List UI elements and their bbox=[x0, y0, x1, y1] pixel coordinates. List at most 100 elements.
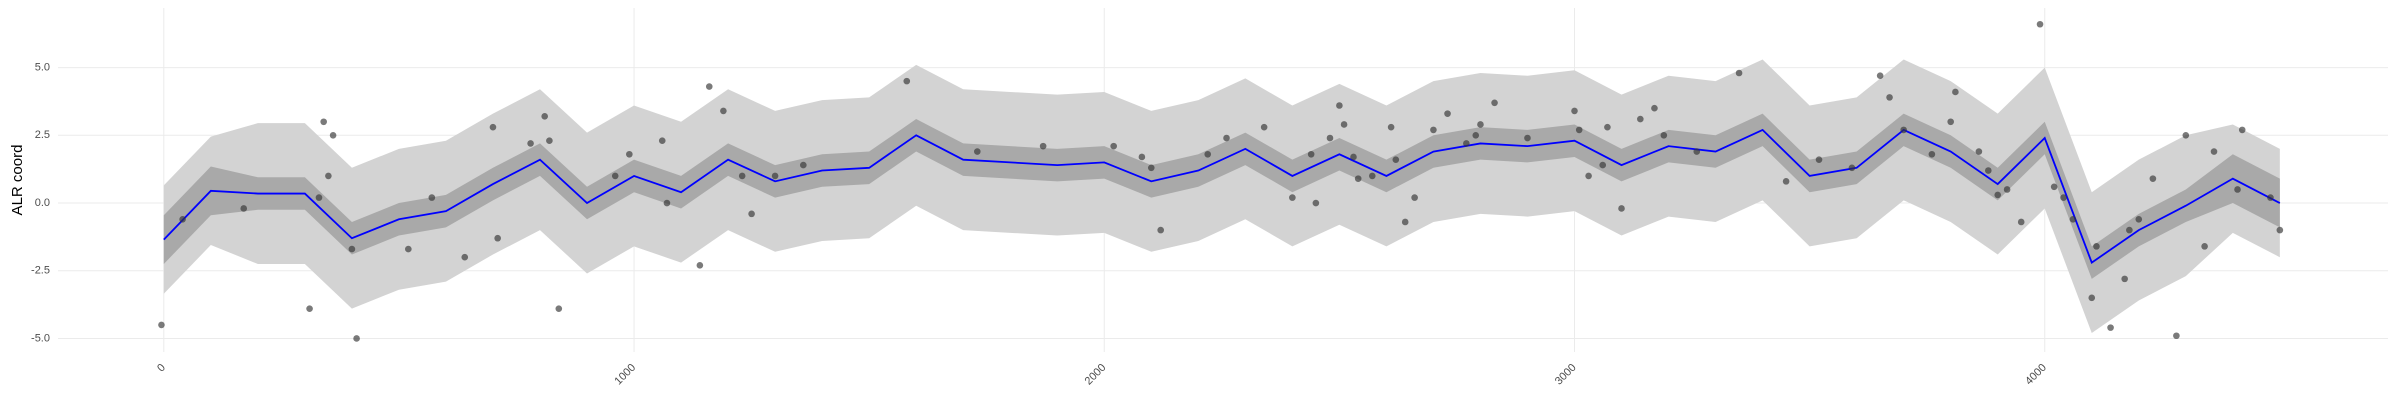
data-point bbox=[2182, 132, 2190, 139]
data-point bbox=[2050, 183, 2058, 191]
data-point bbox=[2126, 226, 2133, 234]
data-point bbox=[325, 172, 332, 180]
data-point bbox=[240, 205, 248, 212]
data-point bbox=[461, 253, 469, 261]
data-point bbox=[555, 305, 563, 312]
data-point bbox=[1599, 161, 1607, 169]
data-point bbox=[1477, 121, 1484, 128]
data-point bbox=[1411, 194, 1418, 201]
y-tick-label: 2.5 bbox=[35, 129, 50, 141]
data-point bbox=[428, 194, 436, 201]
data-point bbox=[1463, 140, 1470, 147]
data-point bbox=[306, 305, 313, 312]
y-tick-label: 0.0 bbox=[35, 197, 50, 209]
data-point bbox=[748, 210, 755, 218]
data-point bbox=[1815, 156, 1823, 163]
data-point bbox=[353, 335, 360, 342]
data-point bbox=[2036, 20, 2044, 28]
x-tick-label: 1000 bbox=[612, 362, 638, 388]
data-point bbox=[329, 132, 337, 139]
data-point bbox=[405, 245, 412, 253]
data-point bbox=[1848, 164, 1856, 172]
data-point bbox=[489, 123, 497, 131]
x-tick-label: 2000 bbox=[1083, 362, 1109, 388]
data-point bbox=[1876, 72, 1884, 80]
data-point bbox=[800, 161, 807, 169]
data-point bbox=[2135, 215, 2143, 223]
data-point bbox=[1392, 156, 1400, 163]
data-point bbox=[1693, 148, 1701, 155]
data-point bbox=[1491, 99, 1498, 107]
data-point bbox=[527, 140, 534, 147]
data-point bbox=[2276, 226, 2284, 234]
data-point bbox=[1782, 178, 1790, 185]
data-point bbox=[1928, 150, 1936, 158]
data-point bbox=[696, 262, 704, 269]
data-point bbox=[315, 194, 323, 201]
data-point bbox=[1585, 172, 1592, 180]
data-point bbox=[1947, 118, 1954, 126]
data-point bbox=[1387, 123, 1395, 131]
data-point bbox=[348, 245, 356, 253]
data-point bbox=[1312, 199, 1320, 207]
data-point bbox=[158, 321, 165, 329]
data-point bbox=[179, 215, 186, 223]
data-point bbox=[1571, 107, 1578, 115]
data-point bbox=[2201, 243, 2208, 250]
data-point bbox=[2060, 194, 2067, 201]
data-point bbox=[1575, 126, 1583, 134]
data-point bbox=[1660, 132, 1668, 139]
x-tick-label: 0 bbox=[155, 362, 168, 375]
data-point bbox=[1985, 167, 1992, 174]
data-point bbox=[1138, 153, 1146, 161]
data-point bbox=[903, 77, 911, 85]
data-point bbox=[1651, 104, 1658, 112]
data-point bbox=[2003, 186, 2011, 193]
data-point bbox=[1147, 164, 1155, 172]
y-axis-label: ALR coord bbox=[9, 145, 26, 216]
y-tick-label: -5.0 bbox=[31, 332, 50, 344]
data-point bbox=[1289, 194, 1296, 201]
data-point bbox=[1952, 88, 1959, 96]
data-point bbox=[2173, 332, 2180, 340]
data-point bbox=[1975, 148, 1983, 155]
data-point bbox=[2238, 126, 2246, 134]
data-point bbox=[2107, 324, 2114, 331]
data-point bbox=[771, 172, 779, 180]
data-point bbox=[1368, 172, 1376, 180]
data-point bbox=[1994, 191, 2002, 199]
data-point bbox=[1326, 134, 1334, 142]
data-point bbox=[658, 137, 666, 145]
x-tick-label: 4000 bbox=[2023, 362, 2049, 388]
data-point bbox=[320, 118, 327, 126]
data-point bbox=[1472, 132, 1480, 139]
data-point bbox=[1204, 150, 1212, 158]
data-point bbox=[1900, 126, 1907, 134]
data-point bbox=[663, 199, 671, 207]
data-point bbox=[1637, 115, 1644, 123]
data-point bbox=[2267, 194, 2274, 201]
data-point bbox=[1444, 110, 1451, 117]
data-point bbox=[2149, 175, 2157, 182]
data-point bbox=[1430, 126, 1437, 134]
data-point bbox=[626, 150, 633, 158]
data-point bbox=[705, 83, 713, 90]
data-point bbox=[2017, 218, 2025, 226]
data-point bbox=[546, 137, 553, 145]
data-point bbox=[2088, 294, 2096, 302]
data-point bbox=[494, 234, 501, 242]
data-point bbox=[1110, 142, 1117, 150]
data-point bbox=[2234, 186, 2241, 193]
data-point bbox=[1604, 123, 1611, 131]
data-point bbox=[1886, 94, 1893, 101]
data-point bbox=[1350, 153, 1357, 161]
data-point bbox=[1157, 226, 1164, 234]
data-point bbox=[2210, 148, 2218, 155]
data-point bbox=[1401, 218, 1409, 226]
data-point bbox=[2121, 275, 2128, 283]
data-point bbox=[1735, 69, 1743, 77]
data-point bbox=[541, 113, 548, 120]
data-point bbox=[2093, 243, 2100, 250]
data-point bbox=[738, 172, 746, 180]
